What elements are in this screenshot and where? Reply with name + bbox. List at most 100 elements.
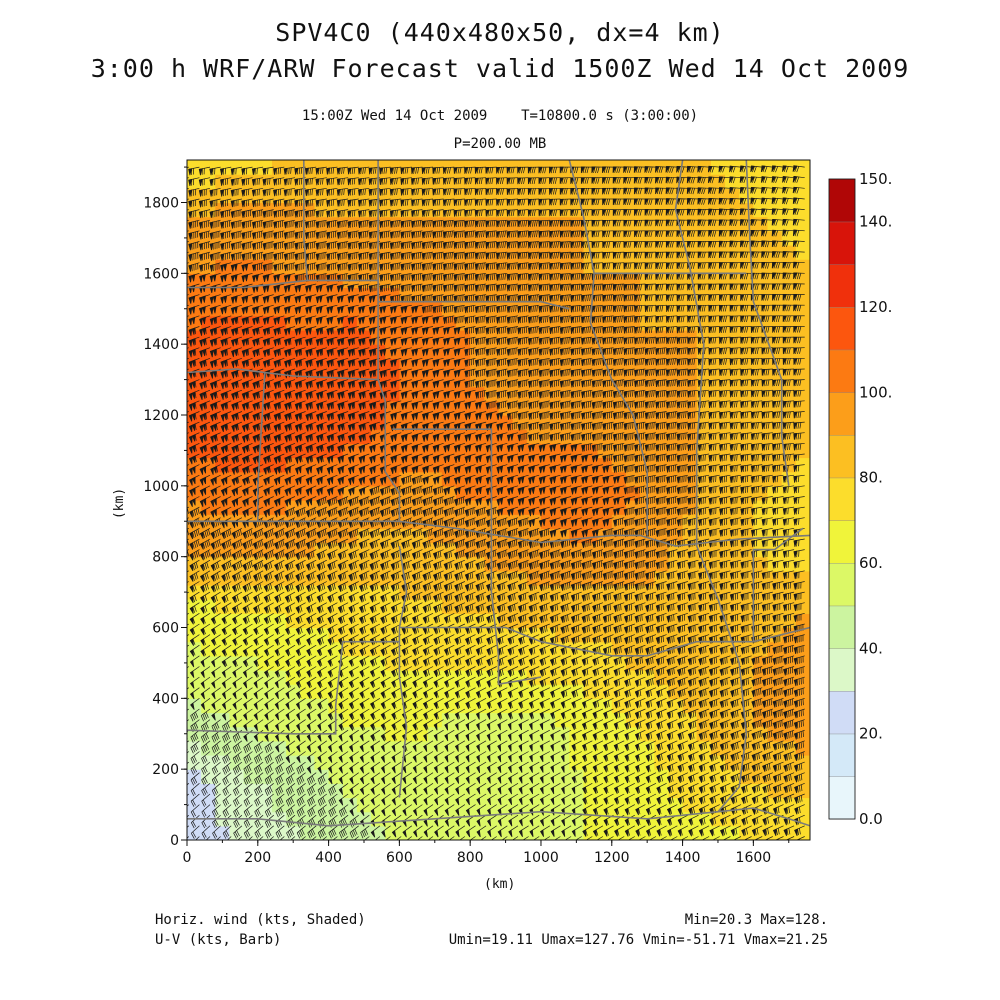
heat-cell xyxy=(526,740,542,756)
heat-cell xyxy=(286,443,301,459)
heat-cell xyxy=(710,386,726,402)
heat-cell xyxy=(540,783,556,799)
heat-cell xyxy=(271,627,287,643)
heat-cell xyxy=(215,641,231,657)
heat-cell xyxy=(795,599,810,614)
heat-cell xyxy=(512,769,528,784)
heat-cell xyxy=(654,797,670,813)
heat-cell xyxy=(739,613,754,629)
heat-cell xyxy=(271,585,287,600)
heat-cell xyxy=(569,726,585,742)
heat-cell xyxy=(498,230,514,246)
heat-cell xyxy=(583,783,599,799)
heat-cell xyxy=(795,174,810,189)
heat-cell xyxy=(597,797,613,813)
heat-cell xyxy=(569,769,585,784)
heat-cell xyxy=(484,825,500,840)
heat-cell xyxy=(187,655,202,671)
heat-cell xyxy=(314,655,330,671)
heat-cell xyxy=(356,698,372,714)
heat-cell xyxy=(271,698,287,714)
heat-cell xyxy=(583,230,599,246)
heat-cell xyxy=(625,599,641,614)
heat-cell xyxy=(257,684,273,699)
heat-cell xyxy=(795,485,810,501)
heat-cell xyxy=(555,769,570,784)
heat-cell xyxy=(427,797,443,813)
heat-cell xyxy=(356,585,372,600)
heat-cell xyxy=(399,769,415,784)
heat-cell xyxy=(484,797,500,813)
heat-cell xyxy=(795,202,810,218)
heat-cell xyxy=(356,740,372,756)
heat-cell xyxy=(625,315,641,331)
heat-cell xyxy=(498,188,514,204)
heat-cell xyxy=(555,726,570,742)
heat-cell xyxy=(201,443,216,459)
heat-cell xyxy=(526,811,542,827)
heat-cell xyxy=(342,174,358,189)
heat-cell xyxy=(328,825,344,840)
heat-cell xyxy=(654,825,670,840)
heat-cell xyxy=(187,230,202,246)
heat-cell xyxy=(540,259,556,274)
heat-cell xyxy=(456,301,471,317)
heat-cell xyxy=(753,485,769,501)
heat-cell xyxy=(300,769,316,784)
heat-cell xyxy=(342,769,358,784)
heat-cell xyxy=(342,755,358,770)
heat-cell xyxy=(668,599,684,614)
heat-cell xyxy=(257,599,273,614)
heat-cell xyxy=(569,712,585,728)
heat-cell xyxy=(498,344,514,359)
heat-cell xyxy=(385,811,400,827)
heat-cell xyxy=(271,613,287,629)
heat-cell xyxy=(441,684,457,699)
heat-cell xyxy=(597,755,613,770)
heat-cell xyxy=(498,358,514,374)
heat-cell xyxy=(640,174,655,189)
heat-cell xyxy=(271,684,287,699)
heat-cell xyxy=(625,273,641,289)
heat-cell xyxy=(441,825,457,840)
heat-cell xyxy=(257,797,273,813)
heat-cell xyxy=(356,655,372,671)
heat-cell xyxy=(286,783,301,799)
heat-cell xyxy=(498,655,514,671)
heat-cell xyxy=(399,825,415,840)
heat-cell xyxy=(427,726,443,742)
heat-cell xyxy=(271,783,287,799)
heat-cell xyxy=(781,655,797,671)
heat-cell xyxy=(795,400,810,416)
heat-cell xyxy=(668,400,684,416)
heat-cell xyxy=(625,471,641,487)
heat-cell xyxy=(385,797,400,813)
heat-cell xyxy=(753,641,769,657)
heat-cell xyxy=(286,216,301,232)
heat-cell xyxy=(696,797,712,813)
heat-cell xyxy=(540,230,556,246)
valid-time-subtitle: 15:00Z Wed 14 Oct 2009 T=10800.0 s (3:00… xyxy=(0,108,1000,124)
heat-cell xyxy=(795,160,810,175)
heat-cell xyxy=(427,641,443,657)
heat-cell xyxy=(328,216,344,232)
heat-cell xyxy=(413,259,429,274)
heat-cell xyxy=(271,825,287,840)
heat-cell xyxy=(583,400,599,416)
heat-cell xyxy=(767,216,783,232)
heat-cell xyxy=(229,655,245,671)
heat-cell xyxy=(498,783,514,799)
heat-cell xyxy=(583,273,599,289)
heat-cell xyxy=(470,755,485,770)
heat-cell xyxy=(625,230,641,246)
heat-cell xyxy=(725,174,740,189)
heat-cell xyxy=(625,740,641,756)
heat-cell xyxy=(229,698,245,714)
heat-cell xyxy=(795,216,810,232)
heat-cell xyxy=(243,825,259,840)
heat-cell xyxy=(187,825,202,840)
heat-cell xyxy=(314,542,330,558)
heat-cell xyxy=(682,386,698,402)
heat-cell xyxy=(795,471,810,487)
